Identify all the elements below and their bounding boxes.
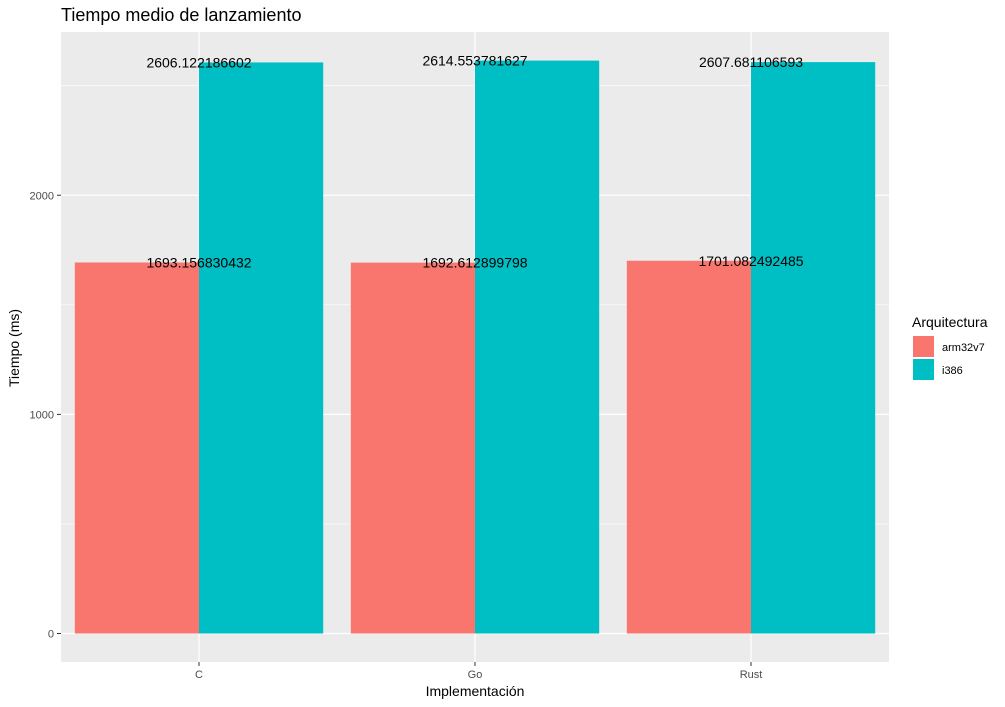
legend-title: Arquitectura <box>912 314 988 330</box>
bar-arm32v7-Go <box>350 262 475 634</box>
y-tick-label: 1000 <box>30 409 54 421</box>
bar-i386-Go <box>475 60 600 634</box>
data-label: 1692.612899798 <box>422 255 527 271</box>
data-label: 2607.681106593 <box>699 54 803 70</box>
bars <box>74 60 876 634</box>
bar-arm32v7-Rust <box>626 260 751 634</box>
legend: Arquitectura arm32v7 i386 <box>912 314 988 380</box>
chart-title: Tiempo medio de lanzamiento <box>61 5 301 25</box>
bar-arm32v7-C <box>74 262 199 634</box>
x-axis-title: Implementación <box>426 683 525 699</box>
legend-label: i386 <box>942 365 963 377</box>
y-axis: 0 1000 2000 <box>30 190 61 641</box>
data-label: 2606.122186602 <box>146 54 251 70</box>
bar-i386-C <box>199 62 324 634</box>
y-axis-title: Tiempo (ms) <box>6 309 22 387</box>
bar-i386-Rust <box>751 62 876 634</box>
data-labels: 1693.156830432 1692.612899798 1701.0824924… <box>146 53 803 271</box>
y-tick-label: 2000 <box>30 190 54 202</box>
data-label: 1693.156830432 <box>146 254 251 270</box>
x-tick-label: Rust <box>740 669 763 681</box>
data-label: 2614.553781627 <box>422 53 527 69</box>
x-axis: C Go Rust <box>195 662 762 681</box>
data-label: 1701.082492485 <box>698 253 803 269</box>
legend-label: arm32v7 <box>942 342 985 354</box>
y-tick-label: 0 <box>48 629 54 641</box>
x-tick-label: C <box>195 669 203 681</box>
x-tick-label: Go <box>468 669 483 681</box>
legend-key-i386 <box>913 359 934 380</box>
legend-key-arm32v7 <box>913 336 934 357</box>
